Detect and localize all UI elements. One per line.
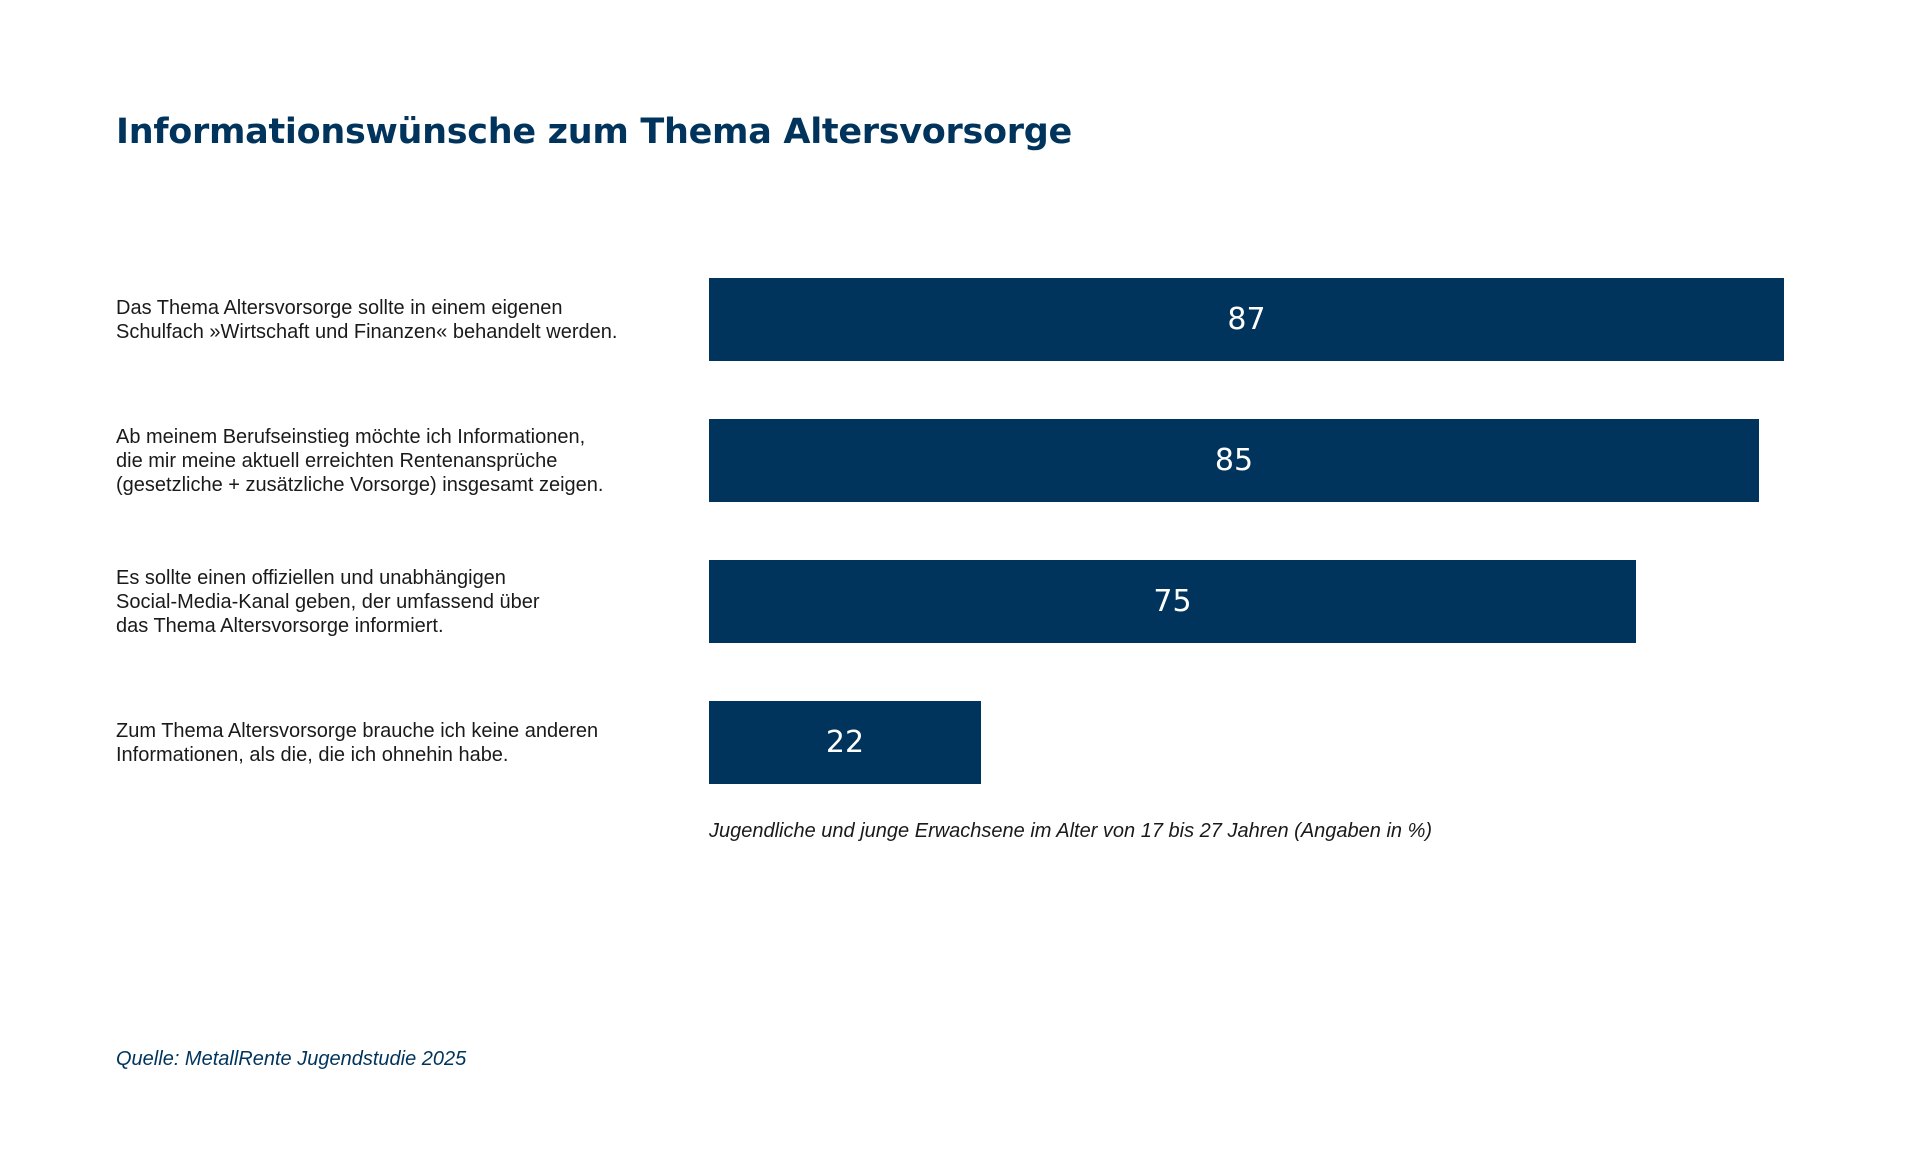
bar bbox=[709, 701, 981, 784]
category-label: Das Thema Altersvorsorge sollte in einem… bbox=[116, 296, 618, 343]
category-label: Zum Thema Altersvorsorge brauche ich kei… bbox=[116, 719, 599, 766]
category-label: Es sollte einen offiziellen und unabhäng… bbox=[116, 566, 540, 637]
bar bbox=[709, 419, 1759, 502]
bar-value-label: 85 bbox=[1214, 443, 1254, 478]
bar-value-label: 22 bbox=[825, 725, 865, 760]
category-label: Ab meinem Berufseinstieg möchte ich Info… bbox=[116, 425, 604, 496]
bar bbox=[709, 278, 1784, 361]
bar-value-label: 87 bbox=[1227, 302, 1266, 337]
bar-value-label: 75 bbox=[1153, 584, 1192, 619]
bar bbox=[709, 560, 1636, 643]
source-note: Quelle: MetallRente Jugendstudie 2025 bbox=[116, 1048, 467, 1070]
chart-title: Informationswünsche zum Thema Altersvors… bbox=[116, 112, 1072, 152]
chart-note: Jugendliche und junge Erwachsene im Alte… bbox=[709, 820, 1433, 842]
